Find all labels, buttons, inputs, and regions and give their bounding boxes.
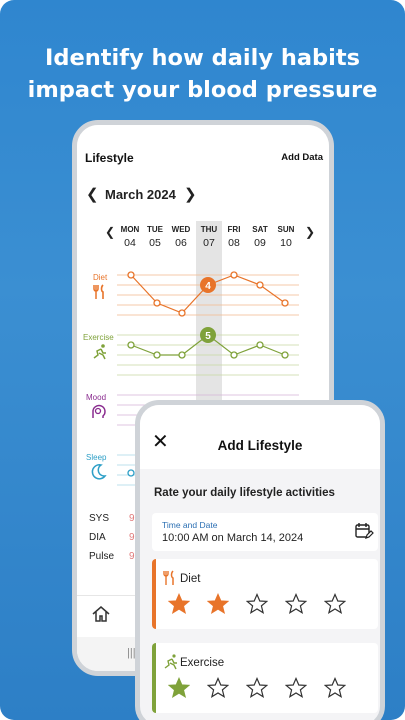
selected-day-highlight	[196, 221, 222, 401]
day-date: 07	[203, 237, 215, 249]
exercise-star-rating[interactable]	[168, 677, 368, 701]
rate-subtitle: Rate your daily lifestyle activities	[154, 487, 335, 499]
sleep-label: Sleep	[86, 453, 107, 462]
exercise-highlight-point	[200, 327, 216, 343]
star-empty-icon[interactable]	[285, 593, 307, 615]
week-days: MON 04 TUE 05 WED 06 THU 07 FRI 08 SAT 09 SUN 1…	[117, 225, 297, 255]
next-week-icon[interactable]: ❯	[305, 225, 316, 239]
day-name: SUN	[277, 225, 295, 234]
star-empty-icon[interactable]	[324, 677, 346, 699]
day-thu[interactable]: THU 07	[196, 225, 222, 249]
star-empty-icon[interactable]	[246, 677, 268, 699]
fork-knife-icon	[163, 570, 174, 585]
star-empty-icon[interactable]	[207, 677, 229, 699]
day-mon[interactable]: MON 04	[117, 225, 143, 249]
diet-highlight-value: 4	[205, 281, 211, 292]
running-icon	[164, 654, 177, 670]
next-month-icon[interactable]: ❯	[184, 186, 197, 203]
day-sun[interactable]: SUN 10	[273, 225, 299, 249]
exercise-label: Exercise	[83, 333, 114, 342]
close-icon[interactable]: ✕	[152, 431, 169, 453]
star-filled-icon[interactable]	[168, 593, 190, 615]
day-sat[interactable]: SAT 09	[247, 225, 273, 249]
mood-head-icon	[92, 404, 106, 418]
star-empty-icon[interactable]	[324, 593, 346, 615]
dialog-title: Add Lifestyle	[217, 438, 303, 453]
diet-star-rating[interactable]	[168, 593, 368, 617]
diet-accent-bar	[152, 559, 156, 629]
calendar-edit-icon[interactable]	[354, 521, 374, 541]
add-lifestyle-phone: ✕ Add Lifestyle Rate your daily lifestyl…	[135, 400, 385, 720]
exercise-accent-bar	[152, 643, 156, 713]
day-date: 08	[228, 237, 240, 249]
day-name: TUE	[147, 225, 163, 234]
day-date: 10	[280, 237, 292, 249]
star-empty-icon[interactable]	[246, 593, 268, 615]
running-icon	[93, 344, 106, 360]
diet-points	[127, 271, 289, 317]
day-name: MON	[120, 225, 140, 234]
moon-icon	[91, 464, 107, 480]
exercise-rating-label: Exercise	[180, 657, 225, 669]
day-name: THU	[200, 225, 218, 234]
add-data-button[interactable]: Add Data	[281, 152, 323, 163]
star-filled-icon[interactable]	[207, 593, 229, 615]
diet-rating-card: Diet	[152, 559, 378, 629]
fork-knife-icon	[93, 284, 104, 299]
day-fri[interactable]: FRI 08	[221, 225, 247, 249]
day-name: SAT	[252, 225, 268, 234]
page-title: Lifestyle	[85, 151, 134, 165]
recent-apps-icon[interactable]: |||	[127, 647, 136, 659]
time-date-field[interactable]: Time and Date 10:00 AM on March 14, 2024	[152, 513, 378, 551]
promo-headline: Identify how daily habits impact your bl…	[0, 42, 405, 106]
home-icon[interactable]	[91, 604, 111, 624]
day-date: 05	[149, 237, 161, 249]
month-label: March 2024	[105, 187, 176, 202]
exercise-highlight-value: 5	[205, 331, 211, 342]
diet-label: Diet	[93, 273, 108, 282]
star-empty-icon[interactable]	[285, 677, 307, 699]
lifestyle-topbar: Lifestyle Add Data	[77, 147, 329, 167]
exercise-rating-card: Exercise	[152, 643, 378, 713]
day-date: 06	[175, 237, 187, 249]
day-date: 09	[254, 237, 266, 249]
exercise-grid	[117, 334, 299, 376]
sys-label: SYS	[89, 513, 110, 524]
day-wed[interactable]: WED 06	[168, 225, 194, 249]
diet-highlight-point	[200, 277, 216, 293]
prev-week-icon[interactable]: ❮	[105, 225, 116, 239]
day-name: WED	[171, 225, 191, 234]
pulse-label: Pulse	[89, 551, 115, 562]
star-filled-icon[interactable]	[168, 677, 190, 699]
headline-line-2: impact your blood pressure	[27, 77, 378, 103]
pulse-value: 9	[129, 551, 135, 562]
day-date: 04	[124, 237, 136, 249]
prev-month-icon[interactable]: ❮	[86, 186, 99, 203]
dia-value: 9	[129, 532, 135, 543]
mood-label: Mood	[86, 393, 107, 402]
headline-line-1: Identify how daily habits	[45, 45, 360, 71]
time-date-label: Time and Date	[162, 520, 218, 530]
diet-rating-label: Diet	[180, 573, 201, 585]
day-tue[interactable]: TUE 05	[142, 225, 168, 249]
month-selector: ❮ March 2024 ❯	[77, 185, 329, 205]
exercise-points	[127, 341, 289, 359]
time-date-value: 10:00 AM on March 14, 2024	[162, 532, 304, 544]
dia-label: DIA	[89, 532, 106, 543]
add-lifestyle-header: ✕ Add Lifestyle	[140, 405, 380, 469]
day-name: FRI	[227, 225, 241, 234]
sys-value: 9	[129, 513, 135, 524]
sleep-point	[127, 469, 135, 477]
